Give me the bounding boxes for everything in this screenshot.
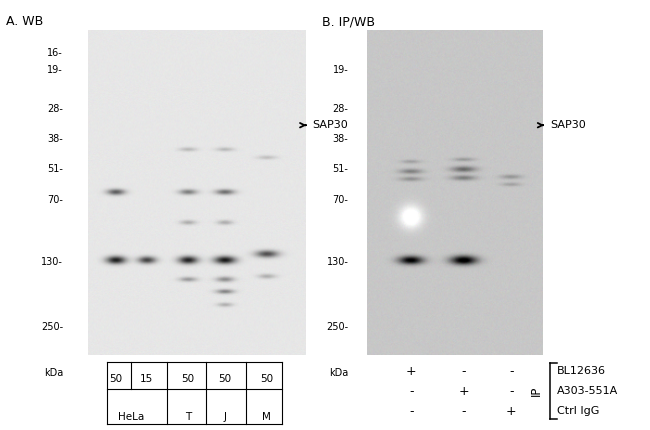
Text: BL12636: BL12636 — [557, 366, 606, 376]
Text: 70-: 70- — [47, 195, 63, 205]
Text: SAP30: SAP30 — [300, 120, 348, 130]
Text: 19-: 19- — [333, 65, 348, 75]
Text: 130-: 130- — [42, 257, 63, 267]
Text: A. WB: A. WB — [6, 15, 44, 28]
Text: 250-: 250- — [41, 322, 63, 332]
Text: -: - — [409, 405, 413, 418]
Text: M: M — [262, 412, 271, 422]
Text: 19-: 19- — [47, 65, 63, 75]
Text: +: + — [506, 405, 517, 418]
Text: 50: 50 — [218, 374, 231, 384]
Text: -: - — [509, 384, 514, 398]
Text: SAP30: SAP30 — [538, 120, 586, 130]
Text: kDa: kDa — [44, 368, 63, 378]
Text: 38-: 38- — [333, 134, 348, 144]
Text: +: + — [458, 384, 469, 398]
Text: J: J — [224, 412, 226, 422]
Text: +: + — [406, 365, 417, 378]
Text: 16-: 16- — [47, 48, 63, 58]
Text: 50: 50 — [181, 374, 194, 384]
Text: 28-: 28- — [47, 104, 63, 114]
Text: -: - — [409, 384, 413, 398]
Text: -: - — [509, 365, 514, 378]
Text: A303-551A: A303-551A — [557, 386, 618, 396]
Text: 15: 15 — [140, 374, 153, 384]
Text: B. IP/WB: B. IP/WB — [322, 15, 375, 28]
Text: HeLa: HeLa — [118, 412, 144, 422]
Text: -: - — [462, 365, 466, 378]
Text: 51-: 51- — [47, 163, 63, 174]
Text: 250-: 250- — [326, 322, 348, 332]
Text: 51-: 51- — [333, 163, 348, 174]
Text: Ctrl IgG: Ctrl IgG — [557, 406, 599, 416]
Text: T: T — [185, 412, 191, 422]
Text: 28-: 28- — [333, 104, 348, 114]
Text: 70-: 70- — [333, 195, 348, 205]
Text: 38-: 38- — [47, 134, 63, 144]
Text: -: - — [462, 405, 466, 418]
Text: IP: IP — [530, 386, 543, 396]
Text: 50: 50 — [109, 374, 123, 384]
Text: 130-: 130- — [326, 257, 348, 267]
Text: kDa: kDa — [329, 368, 348, 378]
Text: 50: 50 — [260, 374, 273, 384]
